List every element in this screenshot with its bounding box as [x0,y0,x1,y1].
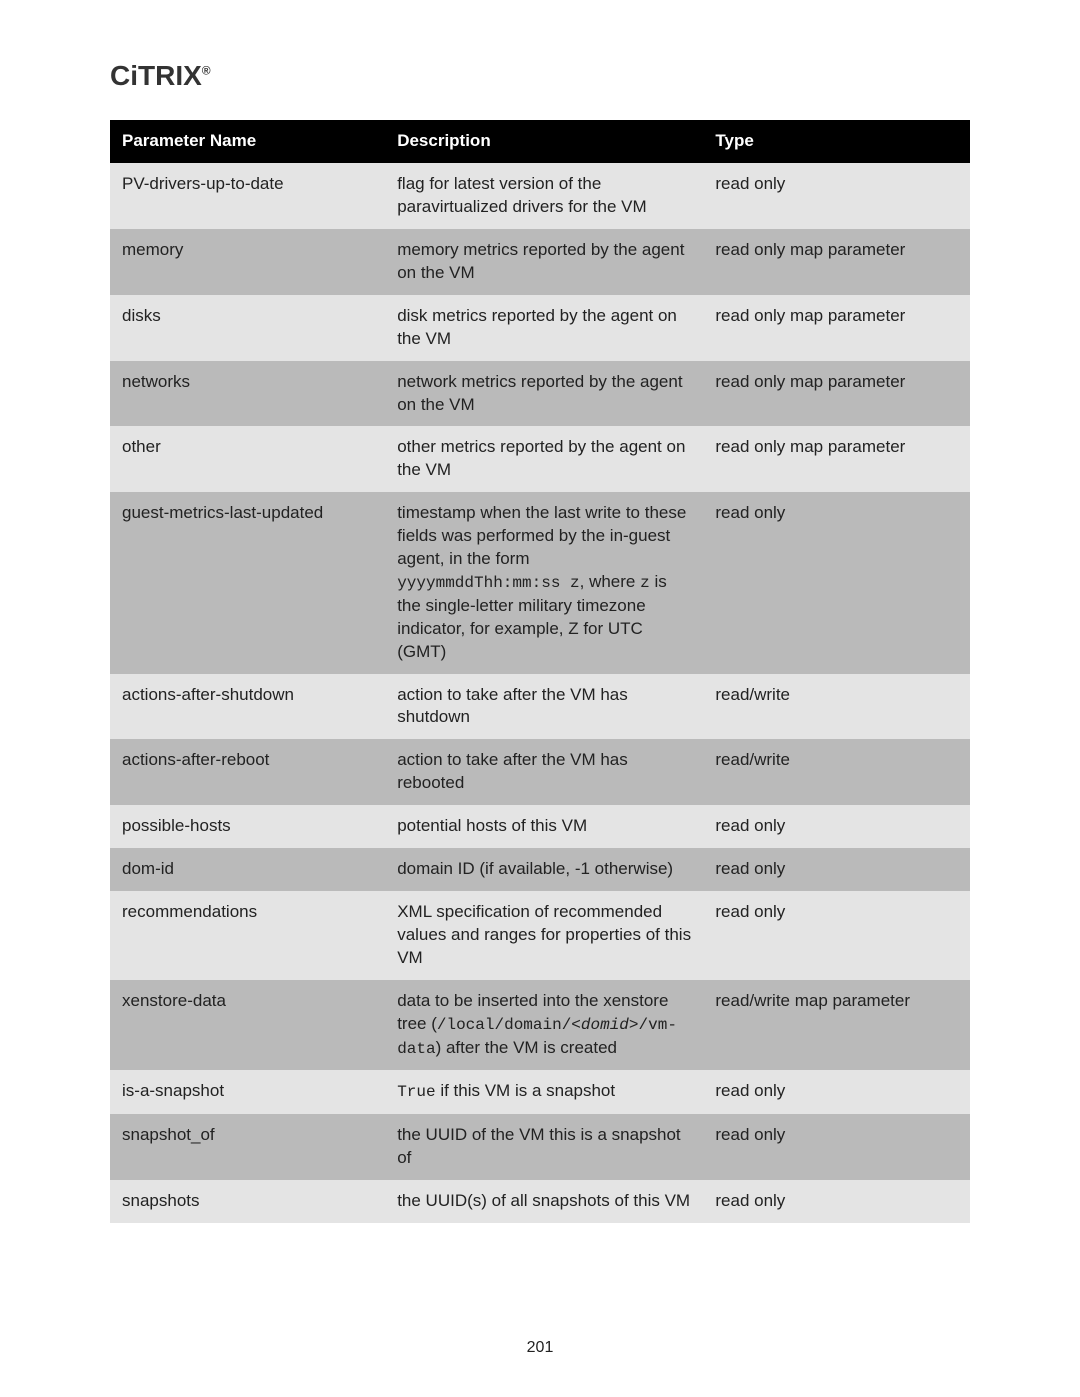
parameter-name-cell: recommendations [110,891,385,980]
description-cell: memory metrics reported by the agent on … [385,229,703,295]
document-page: CiTRIX® Parameter Name Description Type … [0,0,1080,1397]
table-row: snapshotsthe UUID(s) of all snapshots of… [110,1180,970,1223]
parameter-name-cell: PV-drivers-up-to-date [110,163,385,229]
parameter-name-cell: memory [110,229,385,295]
parameter-name-cell: snapshot_of [110,1114,385,1180]
table-row: guest-metrics-last-updatedtimestamp when… [110,492,970,673]
description-cell: action to take after the VM has shutdown [385,674,703,740]
parameter-name-cell: is-a-snapshot [110,1070,385,1114]
parameter-name-cell: actions-after-shutdown [110,674,385,740]
type-cell: read only map parameter [703,229,970,295]
type-cell: read only [703,1180,970,1223]
description-cell: XML specification of recommended values … [385,891,703,980]
type-cell: read/write [703,674,970,740]
type-cell: read only [703,492,970,673]
type-cell: read/write map parameter [703,980,970,1070]
table-row: xenstore-datadata to be inserted into th… [110,980,970,1070]
table-row: PV-drivers-up-to-dateflag for latest ver… [110,163,970,229]
type-cell: read only [703,1070,970,1114]
description-cell: domain ID (if available, -1 otherwise) [385,848,703,891]
parameter-name-cell: actions-after-reboot [110,739,385,805]
table-row: recommendationsXML specification of reco… [110,891,970,980]
table-row: actions-after-rebootaction to take after… [110,739,970,805]
type-cell: read only map parameter [703,426,970,492]
table-row: otherother metrics reported by the agent… [110,426,970,492]
type-cell: read only map parameter [703,295,970,361]
table-row: snapshot_ofthe UUID of the VM this is a … [110,1114,970,1180]
description-cell: True if this VM is a snapshot [385,1070,703,1114]
description-cell: other metrics reported by the agent on t… [385,426,703,492]
description-cell: timestamp when the last write to these f… [385,492,703,673]
type-cell: read only [703,848,970,891]
description-cell: data to be inserted into the xenstore tr… [385,980,703,1070]
page-number: 201 [0,1339,1080,1357]
description-cell: the UUID(s) of all snapshots of this VM [385,1180,703,1223]
table-row: disksdisk metrics reported by the agent … [110,295,970,361]
type-cell: read only [703,163,970,229]
table-row: memorymemory metrics reported by the age… [110,229,970,295]
description-cell: potential hosts of this VM [385,805,703,848]
table-row: actions-after-shutdownaction to take aft… [110,674,970,740]
description-cell: disk metrics reported by the agent on th… [385,295,703,361]
table-body: PV-drivers-up-to-dateflag for latest ver… [110,163,970,1223]
parameter-name-cell: disks [110,295,385,361]
header-type: Type [703,120,970,163]
parameter-name-cell: dom-id [110,848,385,891]
table-header-row: Parameter Name Description Type [110,120,970,163]
header-parameter-name: Parameter Name [110,120,385,163]
table-row: networksnetwork metrics reported by the … [110,361,970,427]
parameter-name-cell: networks [110,361,385,427]
type-cell: read only [703,1114,970,1180]
parameter-name-cell: guest-metrics-last-updated [110,492,385,673]
parameter-name-cell: snapshots [110,1180,385,1223]
type-cell: read only [703,891,970,980]
description-cell: flag for latest version of the paravirtu… [385,163,703,229]
type-cell: read only [703,805,970,848]
table-row: dom-iddomain ID (if available, -1 otherw… [110,848,970,891]
table-row: possible-hostspotential hosts of this VM… [110,805,970,848]
type-cell: read only map parameter [703,361,970,427]
table-row: is-a-snapshotTrue if this VM is a snapsh… [110,1070,970,1114]
parameter-name-cell: possible-hosts [110,805,385,848]
description-cell: action to take after the VM has rebooted [385,739,703,805]
description-cell: network metrics reported by the agent on… [385,361,703,427]
header-description: Description [385,120,703,163]
citrix-logo: CiTRIX® [110,60,970,92]
parameter-name-cell: xenstore-data [110,980,385,1070]
parameter-table: Parameter Name Description Type PV-drive… [110,120,970,1223]
description-cell: the UUID of the VM this is a snapshot of [385,1114,703,1180]
parameter-name-cell: other [110,426,385,492]
type-cell: read/write [703,739,970,805]
